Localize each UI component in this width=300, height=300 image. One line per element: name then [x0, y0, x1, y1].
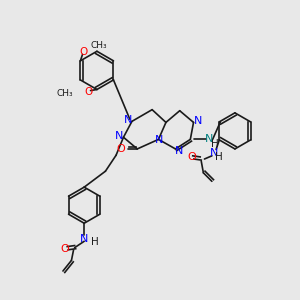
Text: O: O — [80, 47, 88, 57]
Text: O: O — [116, 144, 125, 154]
Text: N: N — [124, 115, 132, 125]
Text: O: O — [187, 152, 196, 162]
Text: O: O — [61, 244, 70, 254]
Text: N: N — [194, 116, 202, 126]
Text: H: H — [215, 152, 223, 162]
Text: O: O — [84, 87, 93, 97]
Text: N: N — [115, 131, 123, 141]
Text: H: H — [91, 237, 98, 248]
Text: N: N — [205, 134, 214, 144]
Text: CH₃: CH₃ — [57, 89, 74, 98]
Text: H: H — [211, 139, 219, 148]
Text: N: N — [155, 135, 164, 146]
Text: N: N — [175, 146, 183, 156]
Text: N: N — [210, 148, 218, 158]
Text: N: N — [80, 234, 88, 244]
Text: CH₃: CH₃ — [91, 41, 108, 50]
